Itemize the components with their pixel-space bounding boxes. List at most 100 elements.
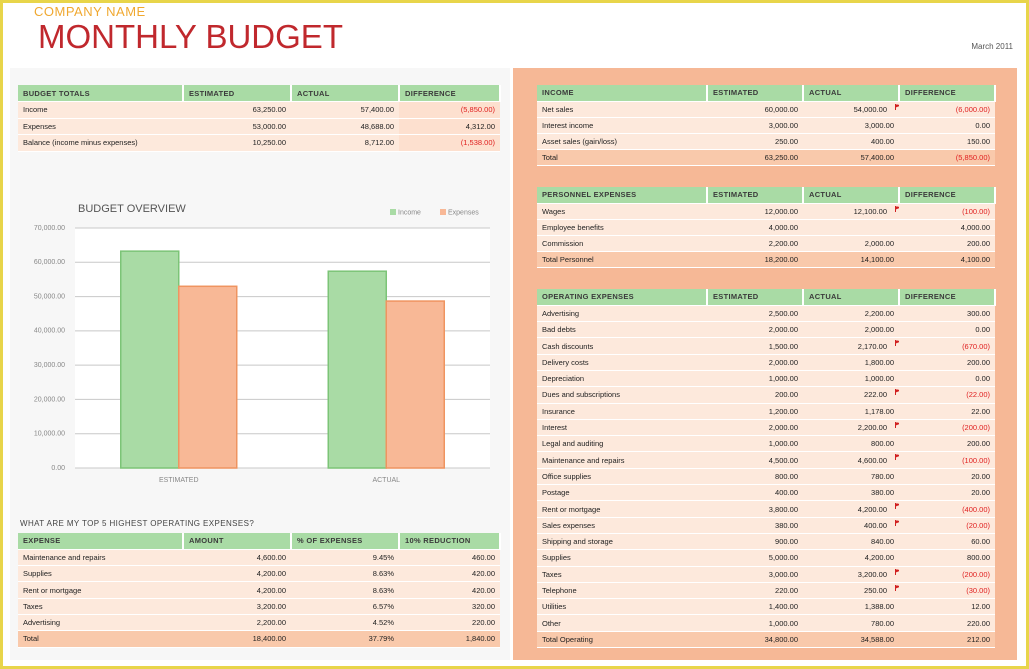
cell: 1,388.00 — [803, 598, 899, 616]
cell: 2,500.00 — [707, 305, 803, 323]
row: Expenses 53,000.00 48,688.00 4,312.00 — [18, 118, 500, 135]
cell: Interest income — [537, 117, 707, 134]
flag-icon — [895, 389, 899, 396]
cell: Net sales — [537, 101, 707, 118]
cell: Income — [18, 101, 183, 119]
y-tick-label: 30,000.00 — [34, 362, 65, 369]
row: Dues and subscriptions 200.00 222.00 (22.00… — [537, 386, 995, 404]
row: Other 1,000.00 780.00 220.00 — [537, 614, 995, 632]
row: Delivery costs 2,000.00 1,800.00 200.00 — [537, 354, 995, 371]
cell: Advertising — [18, 614, 183, 632]
cell: 3,000.00 — [707, 117, 803, 134]
cell: 4,312.00 — [399, 118, 500, 135]
flag-shape — [895, 421, 899, 428]
cell: (200.00) — [899, 419, 995, 437]
cell: 2,000.00 — [803, 235, 899, 252]
cell: Total Personnel — [537, 251, 707, 268]
cell: 3,200.00 — [183, 598, 291, 615]
cell: (670.00) — [899, 337, 995, 355]
row: Sales expenses 380.00 400.00 (20.00) — [537, 517, 995, 534]
cell: Telephone — [537, 582, 707, 600]
row: Interest income 3,000.00 3,000.00 0.00 — [537, 117, 995, 134]
cell: 4,200.00 — [803, 549, 899, 567]
column-header: PERSONNEL EXPENSES — [537, 187, 708, 204]
cell: 0.00 — [899, 321, 995, 339]
cell: 63,250.00 — [707, 149, 803, 166]
cell: (5,850.00) — [399, 101, 500, 119]
cell: 22.00 — [899, 403, 995, 420]
row: Commission 2,200.00 2,000.00 200.00 — [537, 235, 995, 252]
column-header: ACTUAL — [803, 289, 900, 306]
cell: 4.52% — [291, 614, 399, 632]
table: INCOME ESTIMATED ACTUAL DIFFERENCE Net sales… — [537, 85, 996, 166]
cell: 1,000.00 — [707, 370, 803, 388]
header-row: OPERATING EXPENSES ESTIMATED ACTUAL DIFFERE… — [537, 289, 996, 306]
cell: Total Operating — [537, 631, 707, 649]
bar — [120, 250, 180, 469]
cell: 57,400.00 — [291, 101, 399, 119]
row: Maintenance and repairs 4,500.00 4,600.00(… — [537, 451, 995, 469]
flag-icon — [895, 340, 899, 347]
table: EXPENSE AMOUNT% OF EXPENSES 10% REDUCTION M… — [18, 533, 501, 648]
cell: Cash discounts — [537, 337, 707, 355]
cell: 14,100.00 — [803, 251, 899, 268]
cell: 0.00 — [899, 117, 995, 134]
cell: 1,178.00 — [803, 403, 899, 420]
cell: Expenses — [18, 118, 183, 135]
cell: Employee benefits — [537, 219, 707, 236]
cell: 200.00 — [707, 386, 803, 404]
cell: Shipping and storage — [537, 533, 707, 551]
cell: (100.00) — [899, 203, 995, 220]
flag-icon — [895, 519, 899, 526]
column-header: OPERATING EXPENSES — [537, 289, 708, 306]
flag-shape — [895, 454, 899, 461]
cell: 1,500.00 — [707, 337, 803, 355]
column-header: ESTIMATED — [707, 289, 804, 306]
cell: (5,850.00) — [899, 149, 995, 166]
row: Bad debts 2,000.00 2,000.00 0.00 — [537, 321, 995, 339]
row: Cash discounts 1,500.00 2,170.00 (670.00) — [537, 337, 995, 355]
cell: 320.00 — [399, 598, 500, 615]
cell: 200.00 — [899, 354, 995, 371]
flag-shape — [895, 519, 899, 526]
column-header: 10% REDUCTION — [399, 533, 501, 550]
total-row: Total 63,250.00 57,400.00 (5,850.00) — [537, 149, 995, 166]
cell: 1,800.00 — [803, 354, 899, 371]
cell: Utilities — [537, 598, 707, 616]
cell: 54,000.00 — [803, 101, 899, 118]
cell: (100.00) — [899, 451, 995, 469]
cell: 1,000.00 — [707, 435, 803, 453]
cell: 12,100.00 — [803, 203, 899, 220]
flag-shape — [895, 503, 899, 510]
table: BUDGET TOTALS ESTIMATED ACTUAL DIFFERENCE In… — [18, 85, 501, 152]
cell: 220.00 — [399, 614, 500, 632]
row: Interest 2,000.00 2,200.00 (200.00) — [537, 419, 995, 437]
cell: 4,600.00 — [803, 451, 899, 469]
cell: 2,000.00 — [707, 419, 803, 437]
row: Utilities 1,400.00 1,388.00 12.00 — [537, 598, 995, 616]
bar — [178, 285, 238, 469]
cell: 300.00 — [899, 305, 995, 323]
column-header: ESTIMATED — [707, 85, 804, 102]
row: Income 63,250.00 57,400.00 (5,850.00) — [18, 101, 500, 119]
cell: Balance (income minus expenses) — [18, 134, 183, 152]
cell: (22.00) — [899, 386, 995, 404]
flag-icon — [895, 584, 899, 591]
column-header: AMOUNT — [183, 533, 292, 550]
cell: 1,000.00 — [707, 614, 803, 632]
column-header: DIFFERENCE — [899, 289, 996, 306]
bar — [385, 300, 445, 469]
cell: Other — [537, 614, 707, 632]
column-header: ESTIMATED — [707, 187, 804, 204]
cell: 2,000.00 — [707, 354, 803, 371]
row: Net sales 60,000.00 54,000.00 (6,000.00) — [537, 101, 995, 118]
cell: 2,170.00 — [803, 337, 899, 355]
row: Depreciation 1,000.00 1,000.00 0.00 — [537, 370, 995, 388]
cell: 840.00 — [803, 533, 899, 551]
header-row: INCOME ESTIMATED ACTUAL DIFFERENCE — [537, 85, 996, 102]
row: Insurance 1,200.00 1,178.00 22.00 — [537, 403, 995, 420]
cell: 212.00 — [899, 631, 995, 649]
x-tick-label: ESTIMATED — [159, 477, 199, 484]
cell: 3,800.00 — [707, 500, 803, 518]
cell: Rent or mortgage — [18, 581, 183, 599]
